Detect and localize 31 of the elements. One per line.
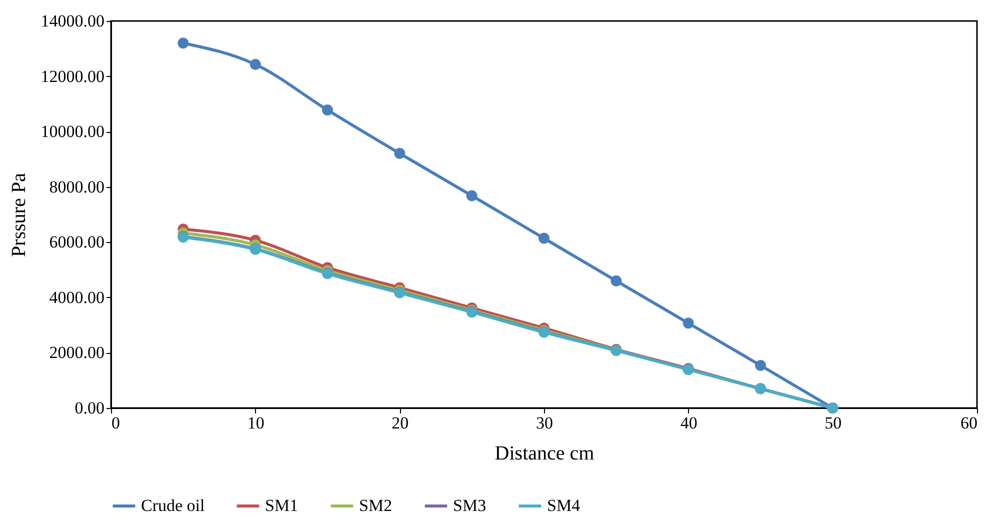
y-tick-label: 10000.00: [40, 122, 104, 142]
x-tick-label: 30: [536, 414, 553, 432]
point: [394, 148, 406, 159]
point: [178, 38, 189, 49]
legend-label: SM1: [265, 496, 298, 515]
x-tick-label: 40: [680, 414, 698, 432]
point: [682, 318, 694, 329]
x-tick-label: 20: [392, 414, 409, 432]
legend-label: SM2: [359, 496, 392, 515]
y-tick-label: 6000.00: [49, 232, 104, 252]
point: [322, 104, 333, 116]
y-tick-label: 8000.00: [49, 177, 104, 196]
legend-label: Crude oil: [141, 496, 206, 515]
x-axis-title: Distance cm: [494, 442, 595, 464]
y-tick-label: 2000.00: [49, 343, 104, 362]
y-axis-title: Prssure Pa: [8, 172, 30, 257]
y-tick-label: 14000.00: [40, 12, 104, 30]
x-tick-label: 10: [247, 414, 264, 432]
point: [466, 190, 478, 202]
point: [538, 232, 550, 244]
x-tick-label: 0: [112, 414, 120, 432]
x-tick-label: 60: [960, 414, 978, 432]
y-tick-label: 4000.00: [49, 288, 104, 307]
point: [610, 275, 622, 286]
legend-label: SM3: [453, 496, 486, 515]
point: [250, 58, 261, 70]
y-tick-label: 12000.00: [40, 66, 104, 86]
point: [755, 360, 766, 371]
y-tick-label: 0.00: [74, 398, 104, 418]
legend-label: SM4: [547, 496, 581, 515]
x-tick-label: 50: [824, 414, 842, 432]
